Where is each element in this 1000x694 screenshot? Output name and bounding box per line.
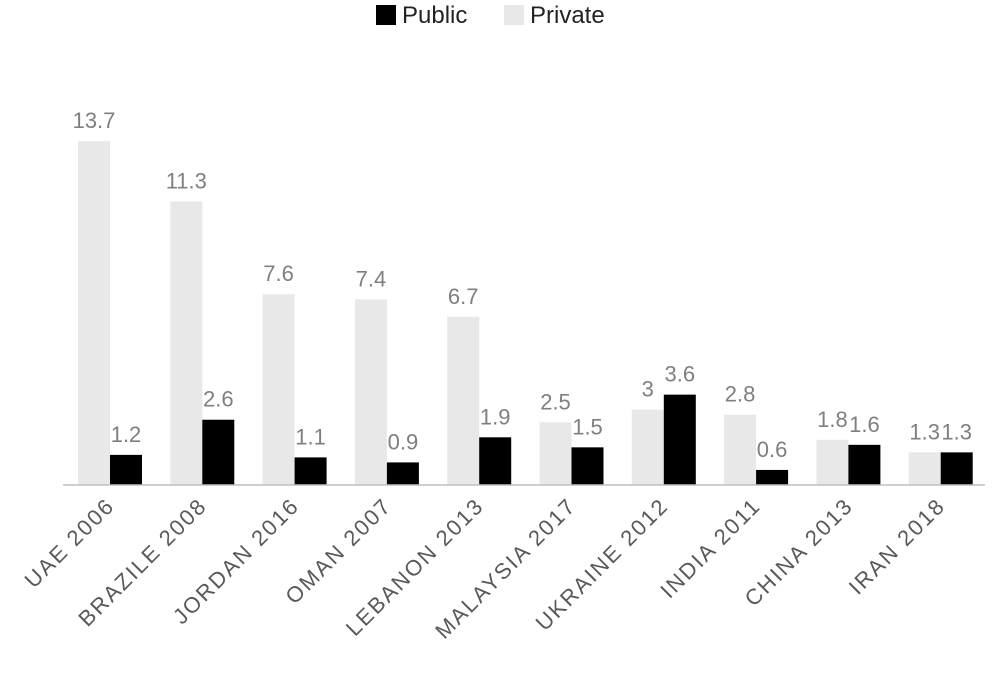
bar-public-india-2011 bbox=[756, 469, 789, 485]
legend-label-public: Public bbox=[402, 2, 467, 29]
data-label-public-ukraine-2012: 3.6 bbox=[665, 362, 696, 387]
x-tick-label-iran-2018: IRAN 2018 bbox=[844, 493, 951, 600]
data-label-public-lebanon-2013: 1.9 bbox=[480, 404, 511, 429]
bar-public-oman-2007 bbox=[386, 462, 419, 485]
bar-public-ukraine-2012 bbox=[663, 394, 696, 485]
bar-public-iran-2018 bbox=[940, 452, 973, 485]
data-label-private-oman-2007: 7.4 bbox=[356, 266, 387, 291]
data-labels-group: 13.7 1.2 11.3 2.6 7.6 1.1 7.4 0.9 6.7 1.9 2.51.5 33… bbox=[73, 108, 972, 462]
data-label-public-iran-2018: 1.3 bbox=[941, 419, 972, 444]
data-label-public-jordan-2016: 1.1 bbox=[295, 424, 326, 449]
x-tick-label-uae-2006: UAE 2006 bbox=[20, 493, 120, 593]
data-label-private-india-2011: 2.8 bbox=[725, 382, 756, 407]
bar-private-china-2013 bbox=[816, 439, 849, 485]
data-label-public-india-2011: 0.6 bbox=[757, 437, 788, 462]
data-label-private-ukraine-2012: 3 bbox=[642, 377, 654, 402]
bar-private-uae-2006 bbox=[78, 141, 110, 485]
bar-private-iran-2018 bbox=[908, 452, 941, 485]
legend: Public Private bbox=[376, 2, 605, 29]
data-label-public-malaysia-2017: 1.5 bbox=[572, 414, 603, 439]
bar-private-india-2011 bbox=[724, 414, 757, 485]
bar-public-china-2013 bbox=[848, 444, 881, 485]
bars-group bbox=[78, 141, 973, 485]
bar-public-lebanon-2013 bbox=[479, 437, 512, 485]
data-label-public-oman-2007: 0.9 bbox=[388, 429, 419, 454]
bar-private-ukraine-2012 bbox=[631, 409, 664, 485]
bar-private-brazile-2008 bbox=[170, 201, 203, 485]
bar-public-jordan-2016 bbox=[294, 457, 327, 485]
data-label-private-jordan-2016: 7.6 bbox=[263, 261, 294, 286]
bar-public-uae-2006 bbox=[110, 454, 142, 485]
bar-private-oman-2007 bbox=[354, 299, 387, 485]
data-label-private-brazile-2008: 11.3 bbox=[166, 168, 207, 193]
legend-swatch-private bbox=[504, 5, 524, 25]
legend-label-private: Private bbox=[530, 2, 605, 29]
data-label-private-malaysia-2017: 2.5 bbox=[540, 389, 571, 414]
data-label-public-china-2013: 1.6 bbox=[849, 412, 880, 437]
bar-private-lebanon-2013 bbox=[447, 316, 480, 485]
legend-swatch-public bbox=[376, 5, 396, 25]
bar-private-jordan-2016 bbox=[262, 294, 295, 485]
data-label-private-lebanon-2013: 6.7 bbox=[448, 284, 479, 309]
bar-private-malaysia-2017 bbox=[539, 422, 572, 485]
data-label-public-uae-2006: 1.2 bbox=[111, 422, 142, 447]
bar-public-malaysia-2017 bbox=[571, 447, 604, 485]
data-label-private-china-2013: 1.8 bbox=[817, 407, 848, 432]
data-label-private-iran-2018: 1.3 bbox=[909, 419, 940, 444]
bar-public-brazile-2008 bbox=[202, 419, 235, 485]
data-label-private-uae-2006: 13.7 bbox=[73, 108, 116, 133]
data-label-public-brazile-2008: 2.6 bbox=[203, 387, 234, 412]
